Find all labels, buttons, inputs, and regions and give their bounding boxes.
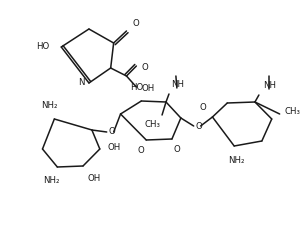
Text: NH₂: NH₂ <box>41 101 58 110</box>
Text: HO: HO <box>36 42 50 51</box>
Text: OH: OH <box>88 174 101 183</box>
Text: OH: OH <box>108 142 121 151</box>
Text: O: O <box>133 19 139 28</box>
Text: O: O <box>200 103 206 112</box>
Text: OH: OH <box>141 83 154 92</box>
Text: O: O <box>137 146 144 155</box>
Text: O: O <box>195 122 202 130</box>
Text: NH₂: NH₂ <box>228 156 244 165</box>
Text: N: N <box>78 78 85 87</box>
Text: O: O <box>174 145 181 154</box>
Text: O: O <box>108 126 115 135</box>
Text: O: O <box>141 62 148 71</box>
Text: NH₂: NH₂ <box>43 176 60 185</box>
Text: HO: HO <box>130 83 143 92</box>
Text: NH: NH <box>263 81 276 90</box>
Text: CH₃: CH₃ <box>285 107 301 116</box>
Text: NH: NH <box>171 80 184 89</box>
Text: CH₃: CH₃ <box>144 120 160 129</box>
